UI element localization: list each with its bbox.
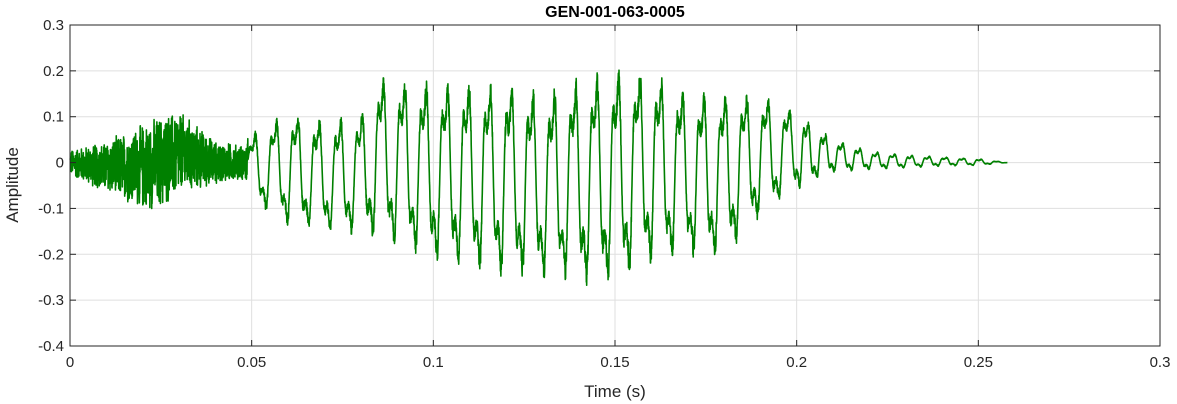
x-tick-label: 0.2 bbox=[786, 354, 807, 371]
y-tick-label: -0.4 bbox=[38, 338, 64, 355]
x-tick-label: 0.25 bbox=[964, 354, 993, 371]
chart-title: GEN-001-063-0005 bbox=[545, 4, 685, 21]
y-axis-label: Amplitude bbox=[3, 147, 22, 223]
y-tick-label: -0.3 bbox=[38, 292, 64, 309]
waveform-line bbox=[69, 69, 1009, 287]
y-tick-label: 0.3 bbox=[43, 17, 64, 34]
y-tick-label: -0.1 bbox=[38, 200, 64, 217]
x-tick-label: 0.05 bbox=[237, 354, 266, 371]
waveform-series bbox=[69, 69, 1009, 287]
x-tick-label: 0.15 bbox=[600, 354, 629, 371]
x-tick-label: 0 bbox=[66, 354, 74, 371]
y-axis-ticks: -0.4 -0.3 -0.2 -0.1 0 0.1 0.2 0.3 bbox=[38, 17, 1160, 355]
x-tick-label: 0.3 bbox=[1150, 354, 1171, 371]
y-tick-label: 0 bbox=[56, 155, 64, 172]
x-axis-ticks: 0 0.05 0.1 0.15 0.2 0.25 0.3 bbox=[66, 25, 1171, 371]
y-tick-label: -0.2 bbox=[38, 246, 64, 263]
x-axis-label: Time (s) bbox=[584, 382, 646, 401]
x-tick-label: 0.1 bbox=[423, 354, 444, 371]
y-tick-label: 0.1 bbox=[43, 109, 64, 126]
y-tick-label: 0.2 bbox=[43, 63, 64, 80]
